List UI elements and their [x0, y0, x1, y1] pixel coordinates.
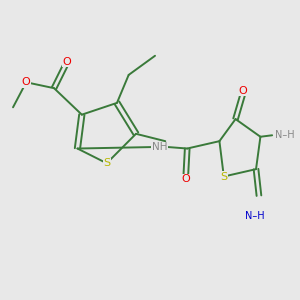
Text: O: O — [22, 77, 31, 87]
Text: O: O — [182, 174, 190, 184]
Text: S: S — [220, 172, 227, 182]
Text: O: O — [238, 85, 247, 95]
Text: O: O — [63, 57, 72, 67]
Text: S: S — [103, 158, 110, 168]
Text: N–H: N–H — [275, 130, 295, 140]
Text: NH: NH — [152, 142, 167, 152]
Text: N–H: N–H — [245, 211, 264, 221]
